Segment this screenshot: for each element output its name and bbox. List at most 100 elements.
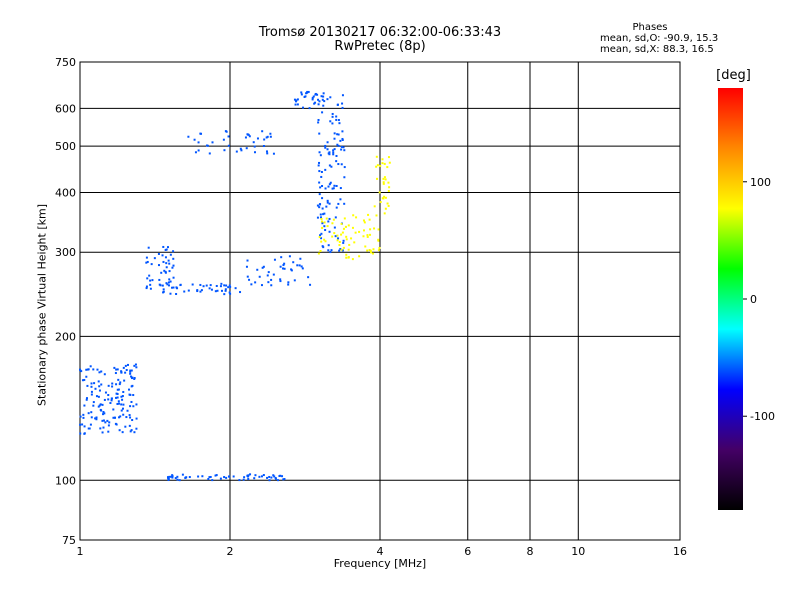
data-point bbox=[149, 283, 152, 286]
data-point bbox=[322, 104, 325, 107]
data-point bbox=[272, 474, 275, 477]
data-point bbox=[145, 256, 148, 259]
data-point bbox=[135, 403, 138, 406]
data-point bbox=[176, 475, 179, 478]
data-point bbox=[337, 163, 340, 166]
data-point bbox=[106, 419, 109, 422]
data-point bbox=[388, 161, 391, 164]
data-point bbox=[90, 385, 93, 388]
data-point bbox=[312, 95, 315, 98]
data-point bbox=[97, 405, 100, 408]
data-point bbox=[314, 101, 317, 104]
data-point bbox=[170, 475, 173, 478]
data-point bbox=[333, 137, 336, 140]
data-point bbox=[165, 262, 168, 265]
data-point bbox=[318, 132, 321, 135]
data-point bbox=[95, 418, 98, 421]
data-point bbox=[239, 147, 242, 150]
data-point bbox=[320, 220, 323, 223]
data-point bbox=[85, 375, 88, 378]
data-point bbox=[326, 148, 329, 151]
data-point bbox=[292, 261, 295, 264]
data-point bbox=[164, 256, 167, 259]
data-point bbox=[280, 256, 283, 259]
data-point bbox=[352, 214, 355, 217]
data-point bbox=[320, 232, 323, 235]
data-point bbox=[208, 287, 211, 290]
data-point bbox=[345, 253, 348, 256]
data-point bbox=[274, 477, 277, 480]
data-point bbox=[115, 392, 118, 395]
data-point bbox=[125, 416, 128, 419]
data-point bbox=[85, 398, 88, 401]
data-point bbox=[328, 164, 331, 167]
y-tick-label: 100 bbox=[55, 474, 76, 487]
data-point bbox=[239, 291, 242, 294]
data-point bbox=[387, 190, 390, 193]
data-point bbox=[322, 213, 325, 216]
data-point bbox=[168, 475, 171, 478]
data-point bbox=[382, 177, 385, 180]
data-point bbox=[114, 416, 117, 419]
data-point bbox=[333, 184, 336, 187]
data-point bbox=[130, 375, 133, 378]
data-point bbox=[124, 371, 127, 374]
data-point bbox=[376, 177, 379, 180]
data-point bbox=[110, 397, 113, 400]
data-point bbox=[323, 238, 326, 241]
data-point bbox=[162, 290, 165, 293]
data-point bbox=[165, 248, 168, 251]
data-point bbox=[386, 202, 389, 205]
data-point bbox=[372, 248, 375, 251]
data-point bbox=[246, 259, 249, 262]
data-point bbox=[164, 271, 167, 274]
data-point bbox=[149, 287, 152, 290]
data-point bbox=[103, 373, 106, 376]
data-point bbox=[387, 156, 390, 159]
data-point bbox=[103, 398, 106, 401]
data-point bbox=[326, 199, 329, 202]
data-point bbox=[337, 144, 340, 147]
data-point bbox=[258, 475, 261, 478]
data-point bbox=[320, 217, 323, 220]
data-point bbox=[337, 119, 340, 122]
data-point bbox=[220, 289, 223, 292]
data-point bbox=[247, 133, 250, 136]
data-point bbox=[110, 399, 113, 402]
data-point bbox=[201, 475, 204, 478]
data-point bbox=[270, 278, 273, 281]
data-point bbox=[332, 151, 335, 154]
data-point bbox=[345, 256, 348, 259]
data-point bbox=[321, 98, 324, 101]
data-point bbox=[128, 393, 131, 396]
data-point bbox=[323, 100, 326, 103]
data-point bbox=[343, 217, 346, 220]
data-point bbox=[326, 98, 329, 101]
data-point bbox=[222, 138, 225, 141]
data-point bbox=[261, 130, 264, 133]
data-point bbox=[167, 479, 170, 482]
data-point bbox=[116, 402, 119, 405]
data-point bbox=[87, 368, 90, 371]
data-point bbox=[317, 103, 320, 106]
data-point bbox=[86, 384, 89, 387]
data-point bbox=[341, 249, 344, 252]
data-point bbox=[366, 249, 369, 252]
data-point bbox=[120, 409, 123, 412]
data-point bbox=[320, 237, 323, 240]
data-point bbox=[96, 368, 99, 371]
data-point bbox=[336, 234, 339, 237]
data-point bbox=[99, 427, 102, 430]
data-point bbox=[324, 144, 327, 147]
data-point bbox=[300, 91, 303, 94]
data-point bbox=[326, 201, 329, 204]
colorbar-tick-label: 100 bbox=[750, 176, 771, 189]
data-point bbox=[101, 403, 104, 406]
data-point bbox=[296, 98, 299, 101]
data-point bbox=[122, 403, 125, 406]
data-point bbox=[95, 416, 98, 419]
data-point bbox=[108, 421, 111, 424]
data-point bbox=[364, 245, 367, 248]
data-point bbox=[345, 235, 348, 238]
